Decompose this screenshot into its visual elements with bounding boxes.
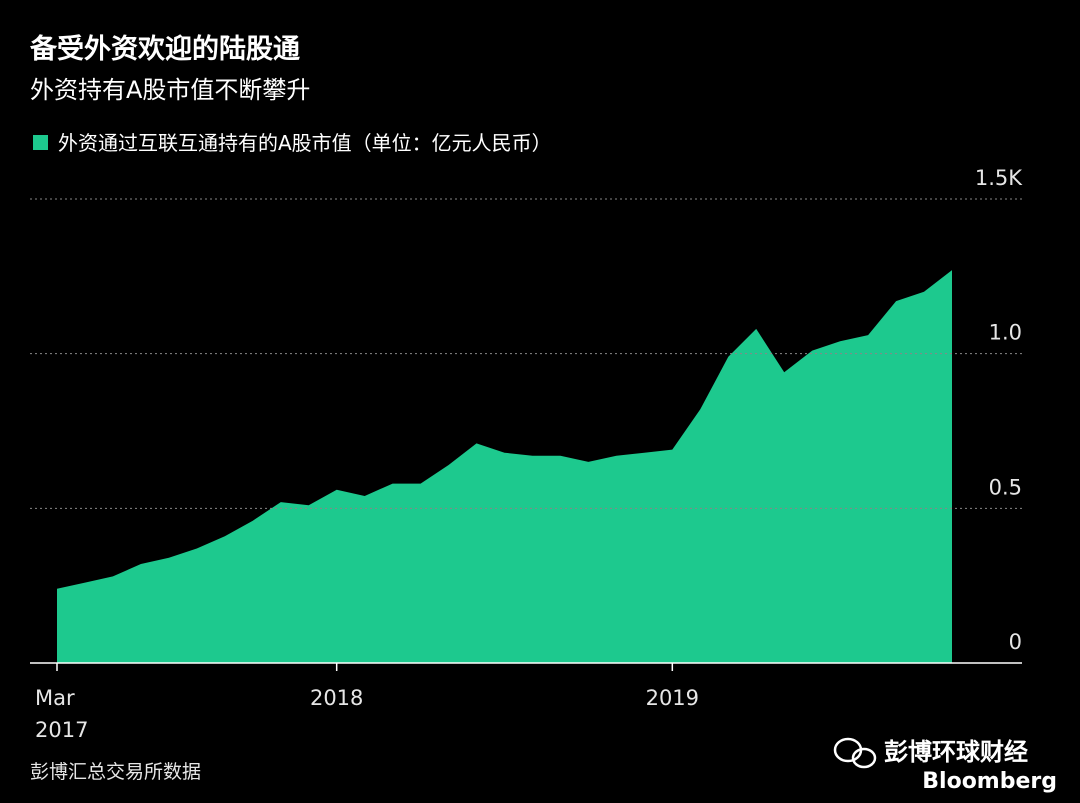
x-tick-label: 2018 bbox=[310, 686, 363, 710]
watermark-icon bbox=[833, 737, 877, 769]
y-tick-label: 1.5K bbox=[975, 166, 1023, 190]
chart-subtitle: 外资持有A股市值不断攀升 bbox=[30, 76, 310, 104]
x-tick-label: 2017 bbox=[35, 718, 88, 742]
watermark-brand: Bloomberg bbox=[922, 769, 1057, 794]
y-tick-label: 1.0 bbox=[989, 321, 1022, 345]
legend-swatch bbox=[33, 135, 48, 150]
area bbox=[57, 270, 952, 663]
y-tick-label: 0 bbox=[1009, 630, 1022, 654]
source: 彭博汇总交易所数据 bbox=[30, 761, 201, 783]
x-tick-label: 2019 bbox=[646, 686, 699, 710]
legend-label: 外资通过互联互通持有的A股市值（单位：亿元人民币） bbox=[58, 131, 552, 155]
x-tick-label: Mar bbox=[35, 686, 75, 710]
chart-title: 备受外资欢迎的陆股通 bbox=[29, 33, 300, 65]
watermark-account: 彭博环球财经 bbox=[884, 738, 1028, 766]
y-tick-label: 0.5 bbox=[989, 475, 1022, 499]
